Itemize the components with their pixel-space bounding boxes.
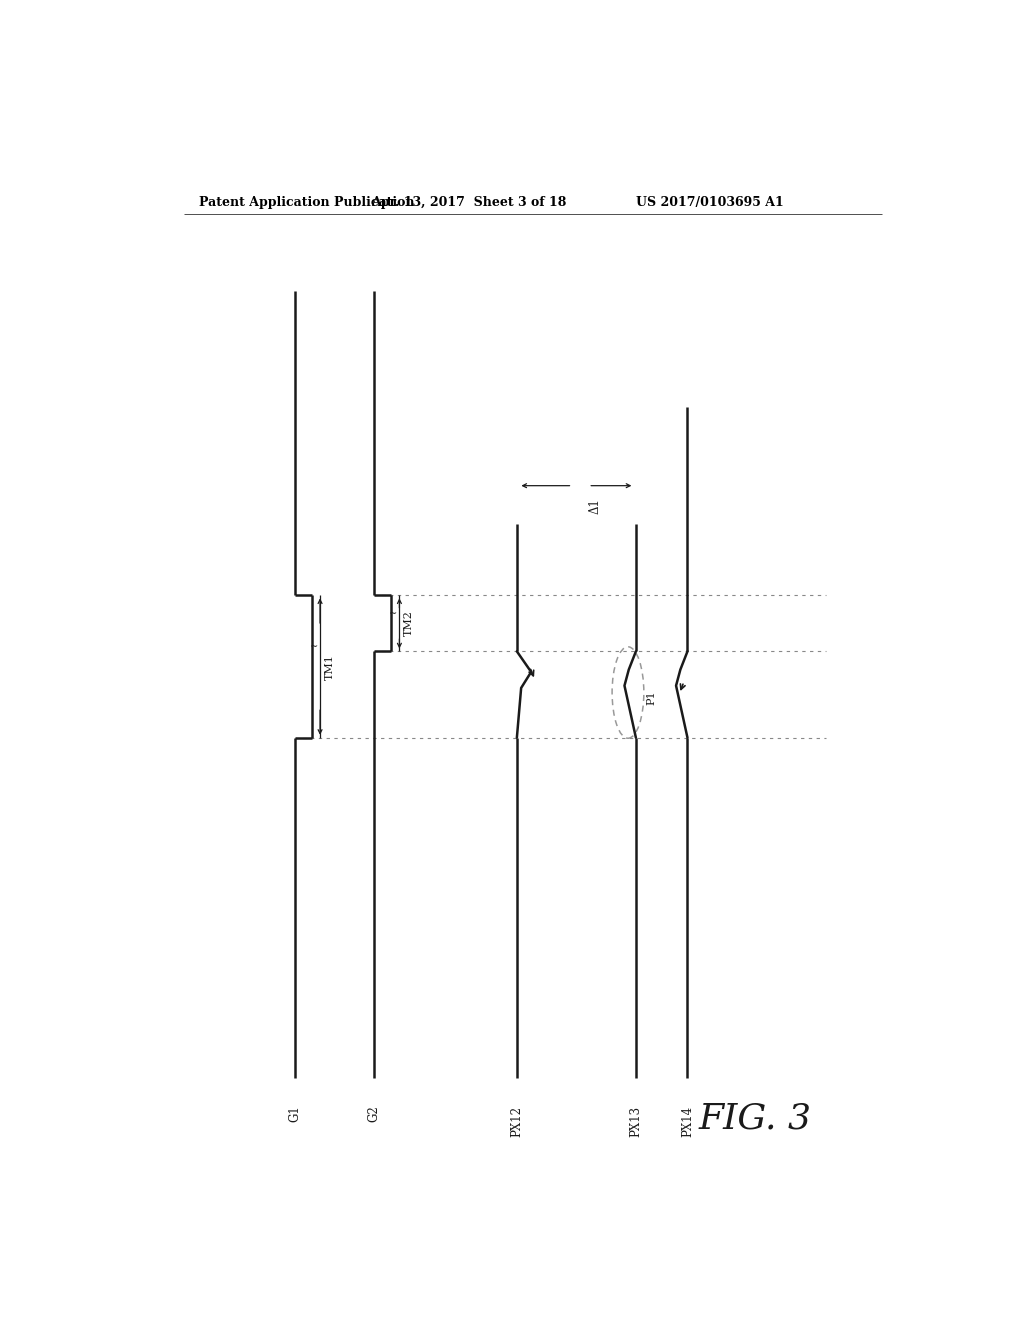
Text: G2: G2	[368, 1106, 381, 1122]
Text: TM2: TM2	[403, 610, 414, 636]
Text: US 2017/0103695 A1: US 2017/0103695 A1	[636, 195, 783, 209]
Text: Δ1: Δ1	[588, 498, 601, 513]
Text: P1: P1	[647, 690, 656, 705]
Text: G1: G1	[288, 1106, 301, 1122]
Text: ~: ~	[389, 609, 397, 618]
Text: Apr. 13, 2017  Sheet 3 of 18: Apr. 13, 2017 Sheet 3 of 18	[372, 195, 567, 209]
Text: PX13: PX13	[630, 1106, 642, 1137]
Text: PX14: PX14	[681, 1106, 694, 1137]
Text: TM1: TM1	[325, 653, 335, 680]
Text: PX12: PX12	[510, 1106, 523, 1137]
Text: ~: ~	[309, 642, 317, 651]
Text: Patent Application Publication: Patent Application Publication	[200, 195, 415, 209]
Text: FIG. 3: FIG. 3	[698, 1102, 811, 1137]
